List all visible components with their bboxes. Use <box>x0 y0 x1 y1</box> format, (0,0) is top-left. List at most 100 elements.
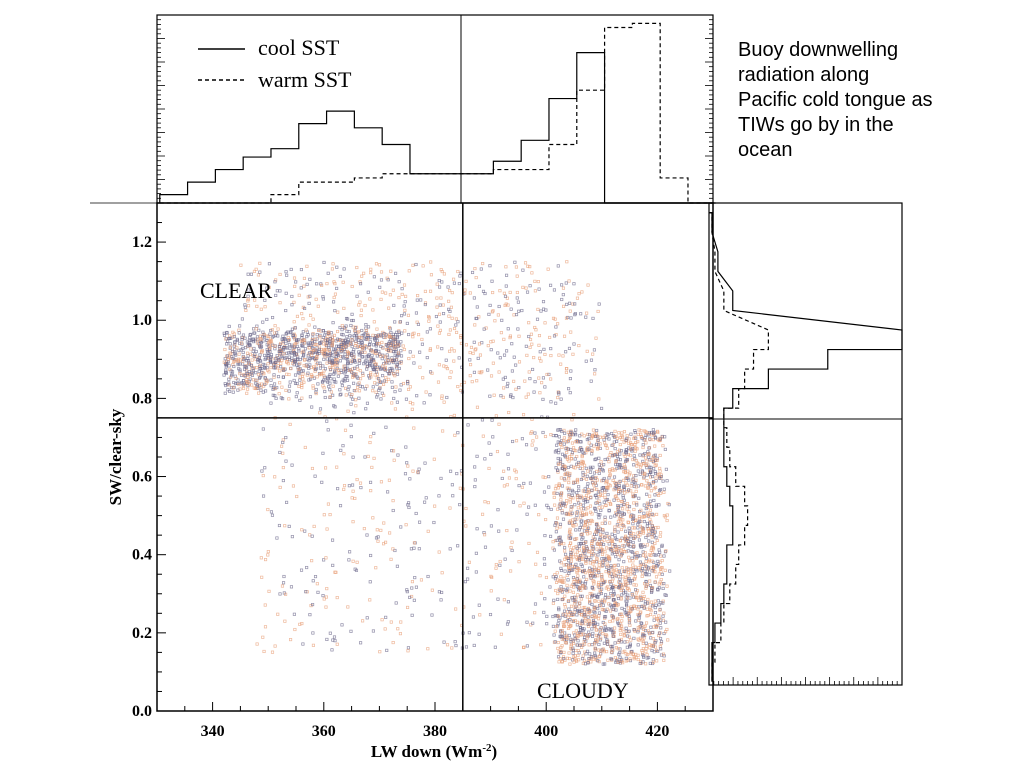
scatter-point <box>379 344 383 349</box>
scatter-point <box>237 367 241 371</box>
scatter-point <box>238 370 242 374</box>
scatter-point <box>265 317 269 321</box>
scatter-point <box>340 384 344 388</box>
scatter-point <box>568 498 572 502</box>
scatter-point <box>369 553 373 558</box>
scatter-point <box>621 650 625 654</box>
scatter-point <box>256 373 261 377</box>
scatter-point <box>584 652 588 656</box>
scatter-point <box>357 330 361 334</box>
scatter-point <box>325 637 329 641</box>
scatter-point <box>329 390 333 394</box>
scatter-point <box>469 345 474 349</box>
scatter-point <box>277 344 281 348</box>
scatter-point <box>531 439 535 443</box>
scatter-point <box>332 300 336 304</box>
scatter-point <box>650 586 654 591</box>
scatter-point <box>576 649 580 653</box>
scatter-point <box>517 334 521 338</box>
scatter-point <box>276 375 281 379</box>
scatter-point <box>378 650 382 654</box>
scatter-point <box>627 614 631 618</box>
scatter-point <box>613 447 617 451</box>
scatter-point <box>414 511 418 516</box>
scatter-point <box>369 371 373 375</box>
scatter-point <box>287 351 291 355</box>
scatter-point <box>433 504 437 508</box>
scatter-point <box>468 358 472 362</box>
scatter-point <box>237 352 241 356</box>
scatter-point <box>277 358 281 362</box>
scatter-point <box>452 349 456 353</box>
scatter-point <box>384 361 388 365</box>
scatter-point <box>557 435 561 439</box>
scatter-point <box>273 644 277 648</box>
scatter-point <box>601 632 605 636</box>
scatter-point <box>478 613 482 617</box>
scatter-point <box>313 369 317 373</box>
scatter-point <box>593 506 597 510</box>
scatter-point <box>562 542 566 546</box>
scatter-point <box>467 631 471 635</box>
scatter-point <box>379 528 383 532</box>
scatter-point <box>269 366 273 370</box>
scatter-point <box>345 329 349 333</box>
scatter-point <box>552 491 556 495</box>
scatter-point <box>534 562 538 566</box>
scatter-point <box>593 507 597 511</box>
scatter-point <box>257 391 261 395</box>
scatter-point <box>611 607 615 611</box>
scatter-point <box>300 369 304 373</box>
scatter-point <box>236 359 240 363</box>
scatter-point <box>568 519 572 523</box>
scatter-point <box>399 354 404 358</box>
scatter-point <box>284 388 288 392</box>
scatter-point <box>632 636 636 640</box>
scatter-point <box>593 647 598 651</box>
scatter-point <box>616 530 620 534</box>
scatter-point <box>386 344 390 348</box>
scatter-point <box>285 273 289 277</box>
scatter-point <box>632 484 636 489</box>
caption-line: Buoy downwelling <box>738 39 899 61</box>
scatter-point <box>441 429 445 433</box>
scatter-point <box>585 525 589 529</box>
scatter-point <box>456 320 460 324</box>
y-axis: 0.00.20.40.60.81.01.2 <box>132 202 166 720</box>
scatter-point <box>557 660 561 664</box>
scatter-point <box>398 320 403 324</box>
scatter-point <box>457 282 461 286</box>
scatter-point <box>555 516 560 520</box>
right-histogram-frame <box>708 202 903 686</box>
scatter-point <box>547 475 551 479</box>
scatter-point <box>354 568 359 572</box>
scatter-point <box>636 653 640 657</box>
scatter-point <box>254 327 258 331</box>
scatter-point <box>661 601 665 605</box>
scatter-point <box>408 385 412 389</box>
scatter-point <box>273 387 277 391</box>
scatter-point <box>418 350 422 354</box>
scatter-point <box>393 353 397 357</box>
scatter-point <box>448 328 452 332</box>
scatter-point <box>419 578 424 582</box>
scatter-point <box>631 516 636 521</box>
scatter-point <box>261 427 265 431</box>
scatter-point <box>621 507 625 511</box>
scatter-point <box>602 648 606 652</box>
scatter-point <box>561 517 566 521</box>
scatter-point <box>575 454 579 459</box>
scatter-point <box>648 465 652 469</box>
scatter-point <box>596 541 600 546</box>
scatter-point <box>579 523 583 527</box>
scatter-point <box>456 269 460 274</box>
scatter-point <box>389 557 393 561</box>
scatter-point <box>420 342 424 346</box>
scatter-point <box>294 280 298 284</box>
scatter-point <box>299 568 304 572</box>
scatter-point <box>543 434 548 439</box>
scatter-point <box>648 646 652 650</box>
scatter-point <box>416 322 421 326</box>
scatter-point <box>567 387 571 391</box>
scatter-point <box>308 277 312 281</box>
